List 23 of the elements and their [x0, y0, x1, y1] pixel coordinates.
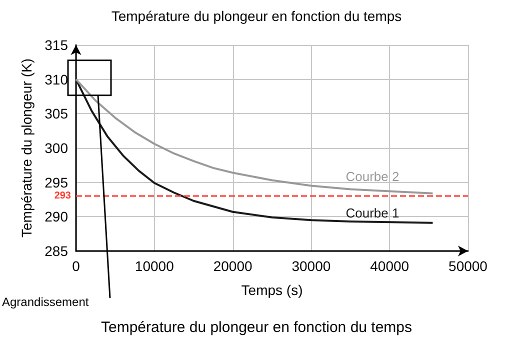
x-tick-label: 0: [72, 258, 80, 274]
y-axis-title: Température du plongeur (K): [18, 58, 35, 238]
y-tick-label: 305: [44, 106, 68, 122]
line-series: [75, 78, 434, 194]
chart-title: Température du plongeur en fonction du temps: [111, 8, 402, 24]
x-tick-label: 10000: [134, 258, 174, 274]
x-tick-label: 50000: [448, 258, 488, 274]
x-tick-label: 20000: [213, 258, 252, 274]
line-series: [75, 78, 434, 224]
x-tick-label: 30000: [292, 258, 331, 274]
ref-line-label: 293: [54, 190, 72, 202]
series-label: Courbe 1: [346, 205, 400, 220]
y-tick-label: 290: [44, 208, 68, 225]
y-tick-label: 300: [44, 140, 68, 156]
y-tick-label: 310: [44, 71, 68, 88]
y-tick-label: 285: [44, 243, 68, 259]
text: Température du plongeur en fonction du temps: [100, 319, 412, 336]
x-tick-label: 40000: [370, 258, 410, 274]
y-tick-label: 315: [44, 37, 68, 53]
x-axis-title: Temps (s): [241, 282, 303, 298]
series-label: Courbe 2: [346, 168, 400, 184]
y-tick-label: 295: [44, 174, 68, 190]
text: Agrandissement: [2, 295, 90, 309]
